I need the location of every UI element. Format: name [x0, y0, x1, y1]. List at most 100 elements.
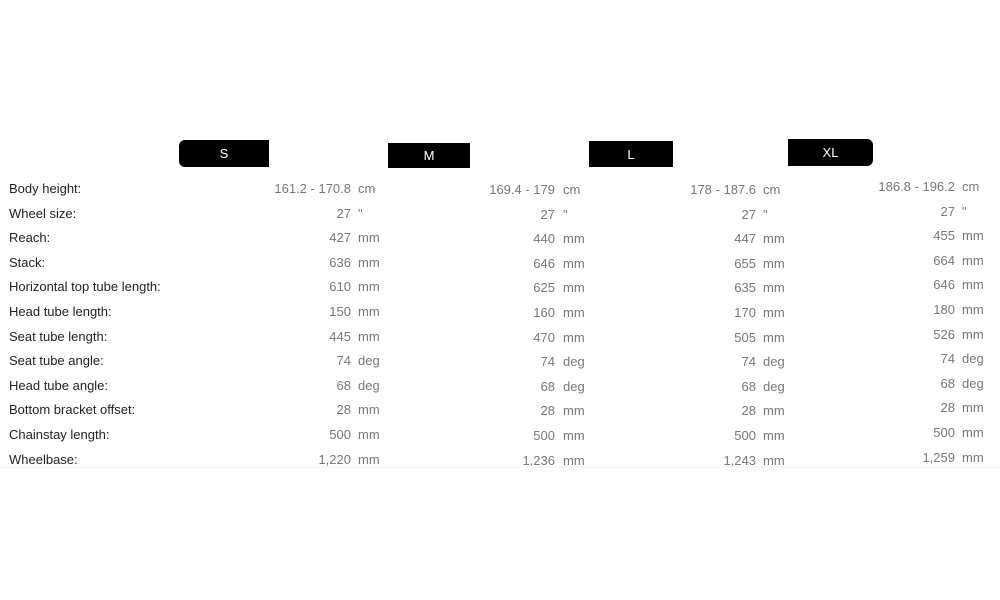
size-tab-m[interactable]: M	[388, 143, 470, 168]
value-m: 27	[540, 206, 555, 222]
value-s: 500	[329, 427, 351, 442]
row-label: Seat tube angle:	[9, 353, 104, 369]
value-l: 1,243	[723, 452, 756, 468]
unit: mm	[962, 252, 984, 268]
unit: mm	[358, 451, 380, 467]
value-l: 28	[741, 403, 756, 419]
unit: deg	[563, 354, 585, 370]
unit: mm	[763, 403, 785, 419]
value-m: 160	[533, 305, 555, 320]
unit: mm	[563, 329, 585, 345]
unit: mm	[358, 279, 380, 295]
unit: mm	[763, 280, 785, 296]
unit: mm	[962, 400, 984, 416]
row-label: Bottom bracket offset:	[9, 402, 136, 418]
unit: mm	[563, 403, 585, 419]
unit: mm	[563, 428, 585, 443]
unit: mm	[563, 305, 585, 320]
value-l: 27	[741, 206, 756, 222]
value-m: 440	[533, 231, 555, 247]
unit: mm	[763, 255, 785, 271]
unit: mm	[763, 231, 785, 247]
value-xl: 74	[940, 351, 955, 367]
value-l: 447	[734, 231, 756, 247]
value-xl: 27	[940, 203, 955, 219]
unit: mm	[763, 452, 785, 468]
unit: mm	[962, 302, 984, 317]
value-l: 68	[741, 378, 756, 394]
value-s: 445	[329, 328, 351, 344]
unit: deg	[763, 354, 785, 370]
row-label: Reach:	[9, 230, 51, 246]
unit: deg	[962, 375, 984, 391]
value-m: 169.4 - 179	[489, 182, 555, 197]
row-label: Head tube length:	[9, 304, 112, 319]
unit: deg	[358, 353, 380, 369]
value-l: 500	[734, 428, 756, 443]
value-l: 635	[734, 280, 756, 296]
value-s: 150	[329, 304, 351, 319]
value-l: 505	[734, 329, 756, 345]
unit: mm	[962, 326, 984, 342]
unit: deg	[563, 378, 585, 394]
value-s: 161.2 - 170.8	[274, 181, 351, 196]
unit: cm	[563, 182, 581, 197]
value-m: 68	[540, 378, 555, 394]
unit: mm	[358, 402, 380, 418]
row-label: Chainstay length:	[9, 427, 110, 442]
row-label: Wheelbase:	[9, 451, 78, 467]
value-xl: 186.8 - 196.2	[878, 179, 955, 194]
unit: cm	[358, 181, 376, 196]
unit: mm	[563, 452, 585, 468]
unit: mm	[358, 254, 380, 270]
value-m: 28	[540, 403, 555, 419]
unit: mm	[563, 231, 585, 247]
unit: mm	[962, 449, 984, 465]
unit: mm	[358, 427, 380, 442]
divider	[0, 466, 1000, 472]
unit: mm	[563, 280, 585, 296]
unit: deg	[962, 351, 984, 367]
value-s: 27	[336, 205, 351, 221]
value-xl: 500	[933, 425, 955, 440]
value-m: 1,236	[522, 452, 555, 468]
row-label: Stack:	[9, 254, 46, 270]
value-l: 74	[741, 354, 756, 370]
value-xl: 646	[933, 277, 955, 293]
unit: cm	[962, 179, 980, 194]
value-xl: 526	[933, 326, 955, 342]
row-label: Seat tube length:	[9, 328, 108, 344]
value-xl: 68	[940, 375, 955, 391]
value-s: 68	[336, 377, 351, 393]
unit: mm	[962, 228, 984, 244]
value-xl: 180	[933, 302, 955, 317]
value-s: 28	[336, 402, 351, 418]
size-tab-l[interactable]: L	[589, 141, 673, 167]
value-xl: 455	[933, 228, 955, 244]
row-label: Head tube angle:	[9, 377, 109, 393]
value-s: 1,220	[318, 451, 351, 467]
value-s: 74	[336, 353, 351, 369]
value-s: 610	[329, 279, 351, 295]
value-m: 625	[533, 280, 555, 296]
size-tab-s[interactable]: S	[179, 140, 269, 167]
value-l: 170	[734, 305, 756, 320]
value-m: 74	[540, 354, 555, 370]
size-tab-xl[interactable]: XL	[788, 139, 873, 166]
unit: mm	[358, 230, 380, 246]
row-label: Body height:	[9, 181, 82, 196]
unit: mm	[563, 255, 585, 271]
value-m: 646	[533, 255, 555, 271]
unit: deg	[358, 377, 380, 393]
value-xl: 1,259	[922, 449, 955, 465]
unit: cm	[763, 182, 781, 197]
value-s: 427	[329, 230, 351, 246]
value-xl: 664	[933, 252, 955, 268]
value-m: 500	[533, 428, 555, 443]
unit: "	[962, 203, 967, 219]
unit: mm	[763, 428, 785, 443]
value-s: 636	[329, 254, 351, 270]
row-label: Horizontal top tube length:	[9, 279, 161, 295]
unit: deg	[763, 378, 785, 394]
row-label: Wheel size:	[9, 205, 77, 221]
